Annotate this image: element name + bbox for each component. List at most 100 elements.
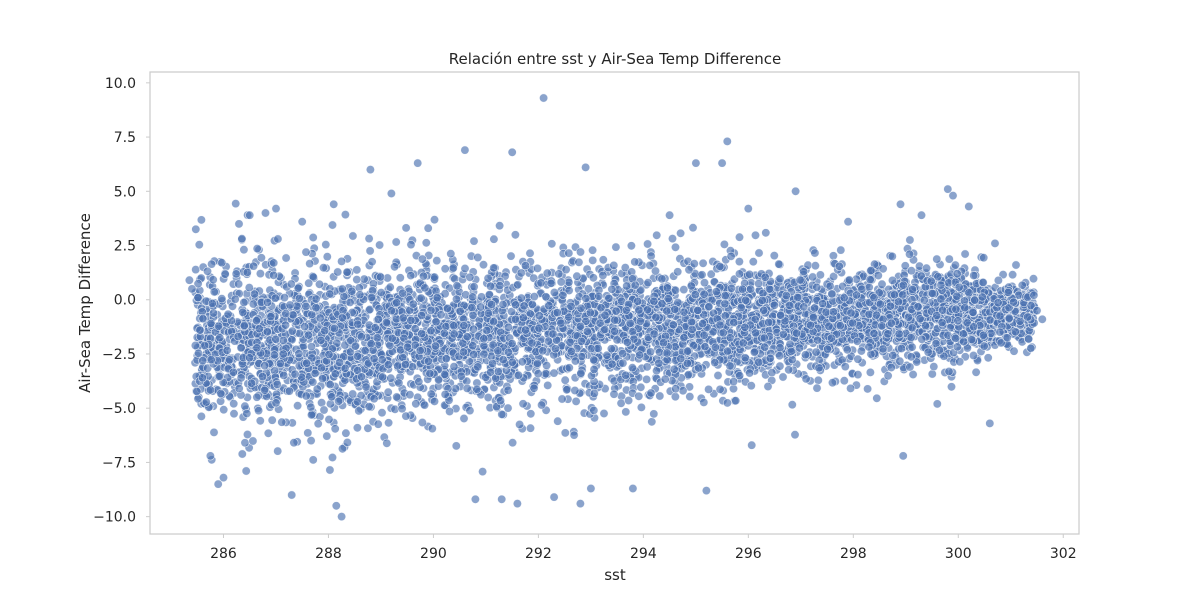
data-point [341, 428, 351, 438]
data-point [304, 278, 314, 288]
data-point [497, 409, 507, 419]
data-point [905, 362, 915, 372]
data-point [301, 301, 311, 311]
data-point [294, 349, 304, 359]
data-point [487, 358, 497, 368]
data-point [873, 270, 883, 280]
data-point [476, 302, 486, 312]
data-point [215, 333, 225, 343]
data-point [320, 326, 330, 336]
data-point [239, 320, 249, 330]
data-point [198, 314, 208, 324]
data-point [507, 338, 517, 348]
data-point [738, 338, 748, 348]
data-point [223, 309, 233, 319]
data-point [469, 236, 479, 246]
data-point [513, 280, 523, 290]
data-point [541, 369, 551, 379]
data-point [1017, 280, 1027, 290]
data-point [589, 388, 599, 398]
data-point [621, 370, 631, 380]
data-point [352, 275, 362, 285]
data-point [550, 344, 560, 354]
data-point [719, 239, 729, 249]
data-point [888, 350, 898, 360]
data-point [208, 275, 218, 285]
data-point [495, 221, 505, 231]
data-point [808, 272, 818, 282]
data-point [710, 358, 720, 368]
data-point [588, 255, 598, 265]
data-point [347, 286, 357, 296]
data-point [607, 284, 617, 294]
data-point [348, 231, 358, 241]
data-point [543, 336, 553, 346]
data-point [239, 245, 249, 255]
data-point [193, 279, 203, 289]
data-point [761, 228, 771, 238]
data-point [1029, 274, 1039, 284]
data-point [308, 455, 318, 465]
data-point [219, 405, 229, 415]
data-point [257, 372, 267, 382]
data-point [436, 310, 446, 320]
data-point [337, 256, 347, 266]
data-point [598, 270, 608, 280]
data-point [852, 336, 862, 346]
data-point [609, 389, 619, 399]
data-point [952, 342, 962, 352]
data-point [950, 260, 960, 270]
points-layer [184, 93, 1047, 522]
data-point [959, 337, 969, 347]
data-point [689, 259, 699, 269]
data-point [440, 389, 450, 399]
data-point [790, 430, 800, 440]
data-point [713, 370, 723, 380]
data-point [392, 298, 402, 308]
data-point [662, 283, 672, 293]
data-point [836, 245, 846, 255]
data-point [234, 383, 244, 393]
data-point [699, 289, 709, 299]
data-point [718, 328, 728, 338]
data-point [784, 365, 794, 375]
data-point [979, 341, 989, 351]
data-point [205, 385, 215, 395]
data-point [775, 361, 785, 371]
data-point [737, 284, 747, 294]
data-point [562, 385, 572, 395]
data-point [939, 351, 949, 361]
data-point [310, 368, 320, 378]
data-point [240, 438, 250, 448]
data-point [373, 419, 383, 429]
data-point [960, 249, 970, 259]
data-point [927, 369, 937, 379]
data-point [468, 310, 478, 320]
data-point [340, 210, 350, 220]
data-point [745, 269, 755, 279]
data-point [806, 320, 816, 330]
data-point [610, 315, 620, 325]
data-point [416, 293, 426, 303]
data-point [507, 307, 517, 317]
data-point [645, 260, 655, 270]
data-point [662, 306, 672, 316]
data-point [355, 290, 365, 300]
data-point [503, 403, 513, 413]
data-point [564, 363, 574, 373]
data-point [460, 263, 470, 273]
data-point [596, 303, 606, 313]
data-point [364, 402, 374, 412]
data-point [318, 263, 328, 273]
data-point [825, 281, 835, 291]
data-point [406, 240, 416, 250]
data-point [395, 273, 405, 283]
data-point [318, 374, 328, 384]
data-point [921, 263, 931, 273]
data-point [519, 301, 529, 311]
data-point [525, 423, 535, 433]
data-point [725, 333, 735, 343]
data-point [572, 271, 582, 281]
data-point [566, 301, 576, 311]
